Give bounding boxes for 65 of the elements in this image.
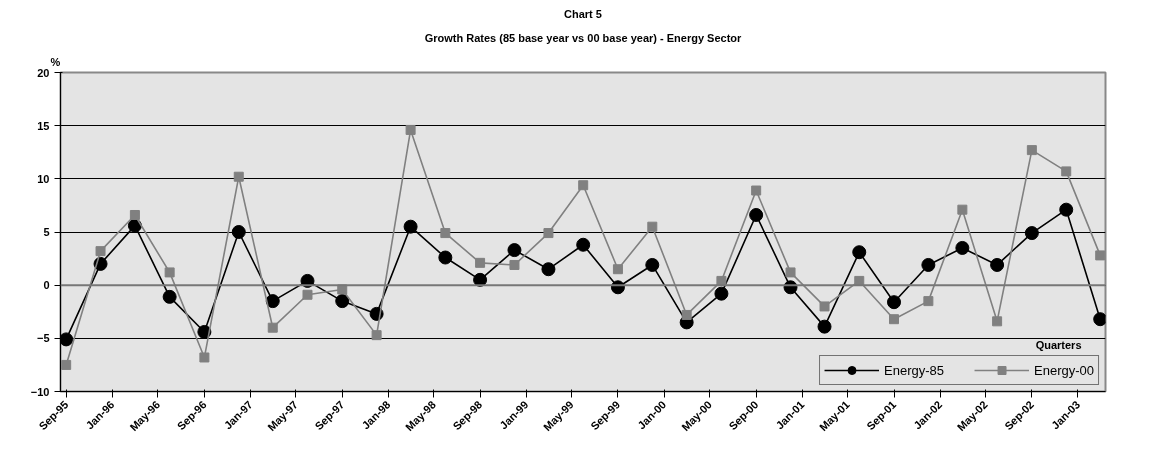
- chart-title: Chart 5: [564, 7, 602, 20]
- point: [129, 209, 140, 220]
- point: [785, 267, 796, 278]
- y-tick-label: −5: [36, 332, 50, 345]
- y-axis-title: %: [50, 55, 61, 68]
- point: [852, 245, 867, 260]
- point: [60, 332, 74, 347]
- x-axis-title: Quarters: [1035, 338, 1082, 351]
- point: [475, 257, 486, 268]
- point: [267, 322, 278, 333]
- point: [473, 272, 488, 287]
- point: [714, 286, 729, 301]
- point: [95, 246, 106, 257]
- point: [681, 309, 692, 320]
- point: [302, 289, 313, 300]
- point: [955, 240, 970, 255]
- point: [233, 171, 244, 182]
- point: [751, 185, 762, 196]
- point: [162, 289, 177, 304]
- point: [992, 316, 1003, 327]
- point: [645, 257, 660, 272]
- point: [509, 259, 520, 270]
- point: [889, 314, 900, 325]
- legend-label: Energy-00: [1034, 362, 1094, 378]
- y-tick-label: 10: [37, 172, 50, 185]
- point: [265, 294, 280, 309]
- point: [543, 228, 554, 239]
- point: [507, 243, 522, 258]
- point: [749, 208, 764, 222]
- point: [164, 267, 175, 278]
- point: [923, 296, 934, 307]
- y-tick-label: −10: [30, 385, 50, 398]
- point: [440, 228, 451, 239]
- point: [990, 257, 1005, 272]
- point: [819, 301, 830, 312]
- point: [1093, 312, 1106, 327]
- point: [541, 262, 556, 277]
- point: [61, 359, 72, 370]
- point: [199, 352, 210, 363]
- point: [231, 225, 246, 239]
- point: [957, 204, 968, 215]
- point: [403, 219, 418, 234]
- y-tick-label: 20: [37, 66, 50, 79]
- point: [335, 294, 350, 309]
- point: [371, 330, 382, 341]
- point: [438, 250, 453, 265]
- point: [405, 124, 416, 135]
- y-tick-label: 5: [43, 226, 50, 238]
- point: [921, 257, 936, 272]
- point: [612, 264, 623, 275]
- point: [1059, 202, 1074, 217]
- point: [1095, 250, 1106, 261]
- legend-label: Energy-85: [884, 362, 945, 378]
- point: [578, 180, 589, 191]
- point: [337, 284, 348, 295]
- point: [817, 319, 832, 334]
- point: [576, 237, 591, 252]
- point: [887, 295, 902, 310]
- chart-subtitle: Growth Rates (85 base year vs 00 base year) - Energy Sector: [424, 31, 743, 44]
- point: [1061, 166, 1072, 177]
- y-tick-label: 0: [43, 279, 50, 292]
- point: [1026, 145, 1037, 156]
- y-tick-label: 15: [37, 119, 50, 132]
- point: [647, 221, 658, 232]
- point: [1024, 226, 1039, 241]
